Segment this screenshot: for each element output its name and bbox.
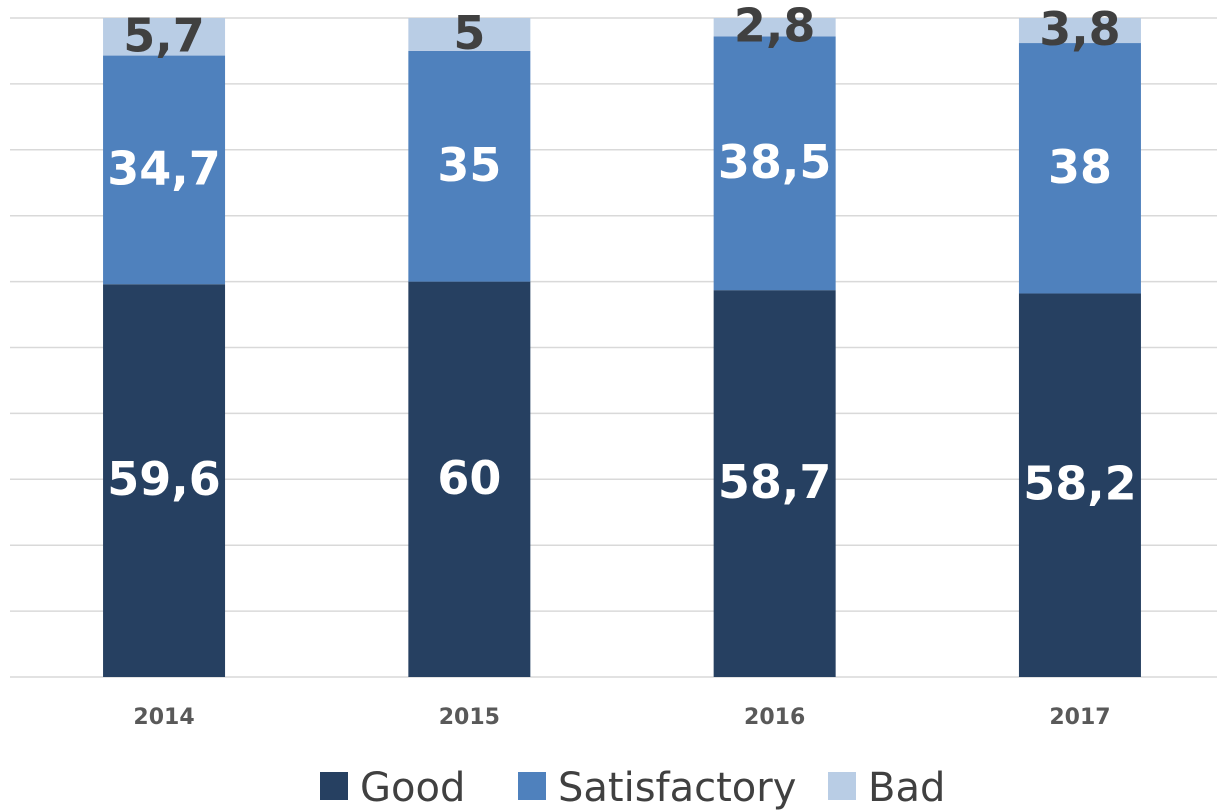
value-label: 58,2 xyxy=(1023,457,1137,511)
x-tick-label: 2015 xyxy=(439,705,500,730)
x-tick-label: 2014 xyxy=(133,705,194,730)
bar-segment xyxy=(408,50,531,282)
value-label: 59,6 xyxy=(107,452,221,506)
value-label: 3,8 xyxy=(1039,2,1121,56)
bar-segment xyxy=(713,36,836,291)
x-tick-label: 2017 xyxy=(1049,705,1110,730)
bar-segment xyxy=(103,284,226,677)
value-label: 35 xyxy=(437,138,501,192)
legend-swatch xyxy=(828,772,856,800)
value-label: 58,7 xyxy=(718,455,832,509)
bar-segment xyxy=(103,55,226,285)
bar-segment xyxy=(1018,18,1141,44)
bar-segment xyxy=(408,281,531,677)
legend-swatch xyxy=(518,772,546,800)
legend-swatch xyxy=(320,772,348,800)
bar-segment xyxy=(713,18,836,37)
bar-segment xyxy=(713,290,836,677)
value-label: 5,7 xyxy=(123,8,205,62)
bar-segment xyxy=(103,18,226,56)
legend-label: Bad xyxy=(868,765,945,811)
bar-segment xyxy=(1018,293,1141,677)
legend-label: Good xyxy=(360,765,465,811)
x-tick-label: 2016 xyxy=(744,705,805,730)
value-label: 38 xyxy=(1048,140,1112,194)
bar-segment xyxy=(408,18,531,51)
legend-label: Satisfactory xyxy=(558,765,796,811)
value-label: 34,7 xyxy=(107,141,221,195)
value-label: 2,8 xyxy=(734,0,816,53)
value-label: 38,5 xyxy=(718,135,832,189)
value-label: 5 xyxy=(453,6,485,60)
bar-segment xyxy=(1018,43,1141,294)
value-label: 60 xyxy=(437,451,501,505)
